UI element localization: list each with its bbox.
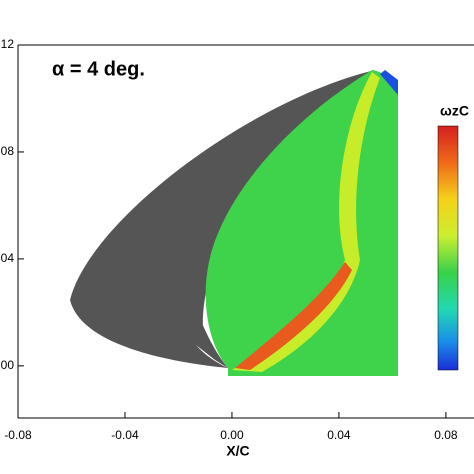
leading-edge-flow bbox=[380, 70, 398, 95]
colorbar-title: ωzC bbox=[440, 103, 469, 119]
x-tick-label: 0.04 bbox=[327, 428, 351, 442]
y-tick-label: 0.00 bbox=[0, 358, 14, 372]
colorbar bbox=[437, 125, 459, 371]
y-tick-label: 0.12 bbox=[0, 37, 14, 51]
vortex-core bbox=[235, 262, 352, 370]
x-tick-label: -0.08 bbox=[4, 428, 32, 442]
annotation: α = 4 deg. bbox=[52, 58, 145, 80]
wing-surface bbox=[70, 70, 375, 368]
y-tick-label: 0.04 bbox=[0, 251, 14, 265]
x-tick-label: 0.00 bbox=[220, 428, 244, 442]
x-tick-label: -0.04 bbox=[111, 428, 139, 442]
x-tick-label: 0.08 bbox=[434, 428, 458, 442]
y-tick-label: 0.08 bbox=[0, 144, 14, 158]
x-axis-label: X/C bbox=[226, 443, 249, 459]
contour-field bbox=[70, 70, 398, 376]
vortex-band bbox=[232, 72, 380, 372]
